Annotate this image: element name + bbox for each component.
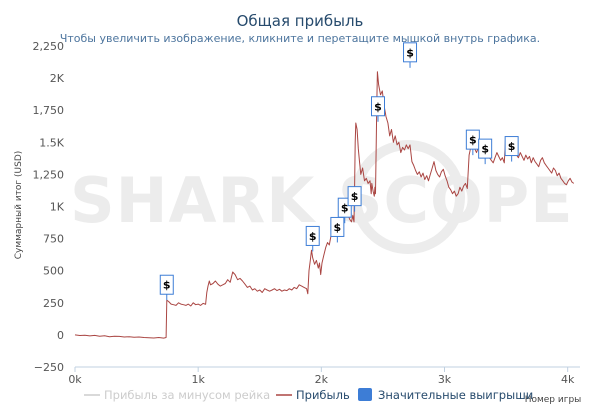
flag-label: $ (481, 143, 489, 156)
x-axis-ticks: 0k 1k 2k 3k 4k (68, 367, 575, 386)
y-tick-label: 1.5K (39, 136, 64, 149)
y-tick-label: 0 (57, 329, 64, 342)
significant-win-flag[interactable]: $ (478, 138, 493, 165)
legend-item-significant-wins[interactable]: Значительные выигрыши (358, 388, 533, 402)
legend-item-profit[interactable]: Прибыль (276, 388, 350, 402)
flag-label: $ (163, 279, 171, 292)
x-tick-label: 1k (191, 373, 205, 386)
flag-box (305, 225, 320, 246)
x-tick-label: 3k (438, 373, 452, 386)
chart-subtitle: Чтобы увеличить изображение, кликните и … (60, 32, 540, 45)
legend-label-significant-wins: Значительные выигрыши (378, 388, 533, 402)
y-tick-label: 1,750 (33, 104, 65, 117)
significant-win-flag[interactable]: $ (347, 186, 362, 212)
significant-win-flag[interactable]: $ (403, 42, 418, 68)
x-tick-label: 4k (561, 373, 575, 386)
y-axis-ticks: −250 0 250 500 750 1K 1,250 1.5K 1,750 2K 2,250 (33, 40, 65, 374)
significant-win-flag[interactable]: $ (159, 274, 174, 301)
significant-wins-flags[interactable]: $$$$$$$$$ $ (159, 42, 519, 301)
x-tick-label: 2k (315, 373, 329, 386)
flag-box (478, 138, 493, 159)
y-tick-label: 750 (43, 233, 64, 246)
flag-box (504, 136, 519, 157)
y-tick-label: 2K (50, 72, 65, 85)
flag-box (330, 216, 345, 237)
flag-box (347, 186, 362, 207)
legend-label-rake-profit: Прибыль за минусом рейка (104, 388, 270, 402)
chart-legend[interactable]: Прибыль за минусом рейка Прибыль Значите… (84, 388, 533, 402)
significant-win-flag[interactable]: $ (305, 225, 320, 252)
flag-box (159, 274, 174, 295)
flag-label: $ (309, 230, 317, 243)
flag-label: $ (341, 202, 349, 215)
flag-label: $ (374, 100, 382, 113)
y-axis-title: Суммарный итог (USD) (14, 151, 24, 260)
y-tick-label: 2,250 (33, 40, 65, 53)
flag-label: $ (508, 140, 516, 153)
profit-series-line (74, 71, 575, 339)
flag-box (403, 42, 418, 63)
legend-label-profit: Прибыль (296, 388, 350, 402)
significant-win-flag[interactable]: $ (330, 216, 345, 243)
flag-label: $ (351, 190, 359, 203)
y-tick-label: −250 (34, 361, 64, 374)
sharkscope-watermark: SHARK SCOPE (70, 140, 574, 254)
legend-wins-square-icon (358, 388, 372, 401)
flag-label: $ (469, 134, 477, 147)
x-axis-title: Номер игры (525, 395, 582, 405)
watermark-text: SHARK SCOPE (70, 164, 574, 237)
flag-label: $ (334, 221, 342, 234)
significant-win-flag[interactable]: $ (371, 96, 385, 122)
y-tick-label: 1K (50, 201, 65, 214)
significant-win-flag[interactable]: $ (504, 136, 519, 162)
series-layer (74, 71, 575, 339)
y-tick-label: 1,250 (33, 168, 65, 181)
legend-item-rake-profit[interactable]: Прибыль за минусом рейка (84, 388, 270, 402)
significant-win-flag[interactable]: $ (465, 129, 480, 156)
flag-label: $ (406, 46, 414, 59)
flag-box (371, 96, 385, 117)
x-tick-label: 0k (68, 373, 82, 386)
chart-title: Общая прибыль (237, 12, 364, 30)
y-tick-label: 500 (43, 265, 64, 278)
y-tick-label: 250 (43, 297, 64, 310)
